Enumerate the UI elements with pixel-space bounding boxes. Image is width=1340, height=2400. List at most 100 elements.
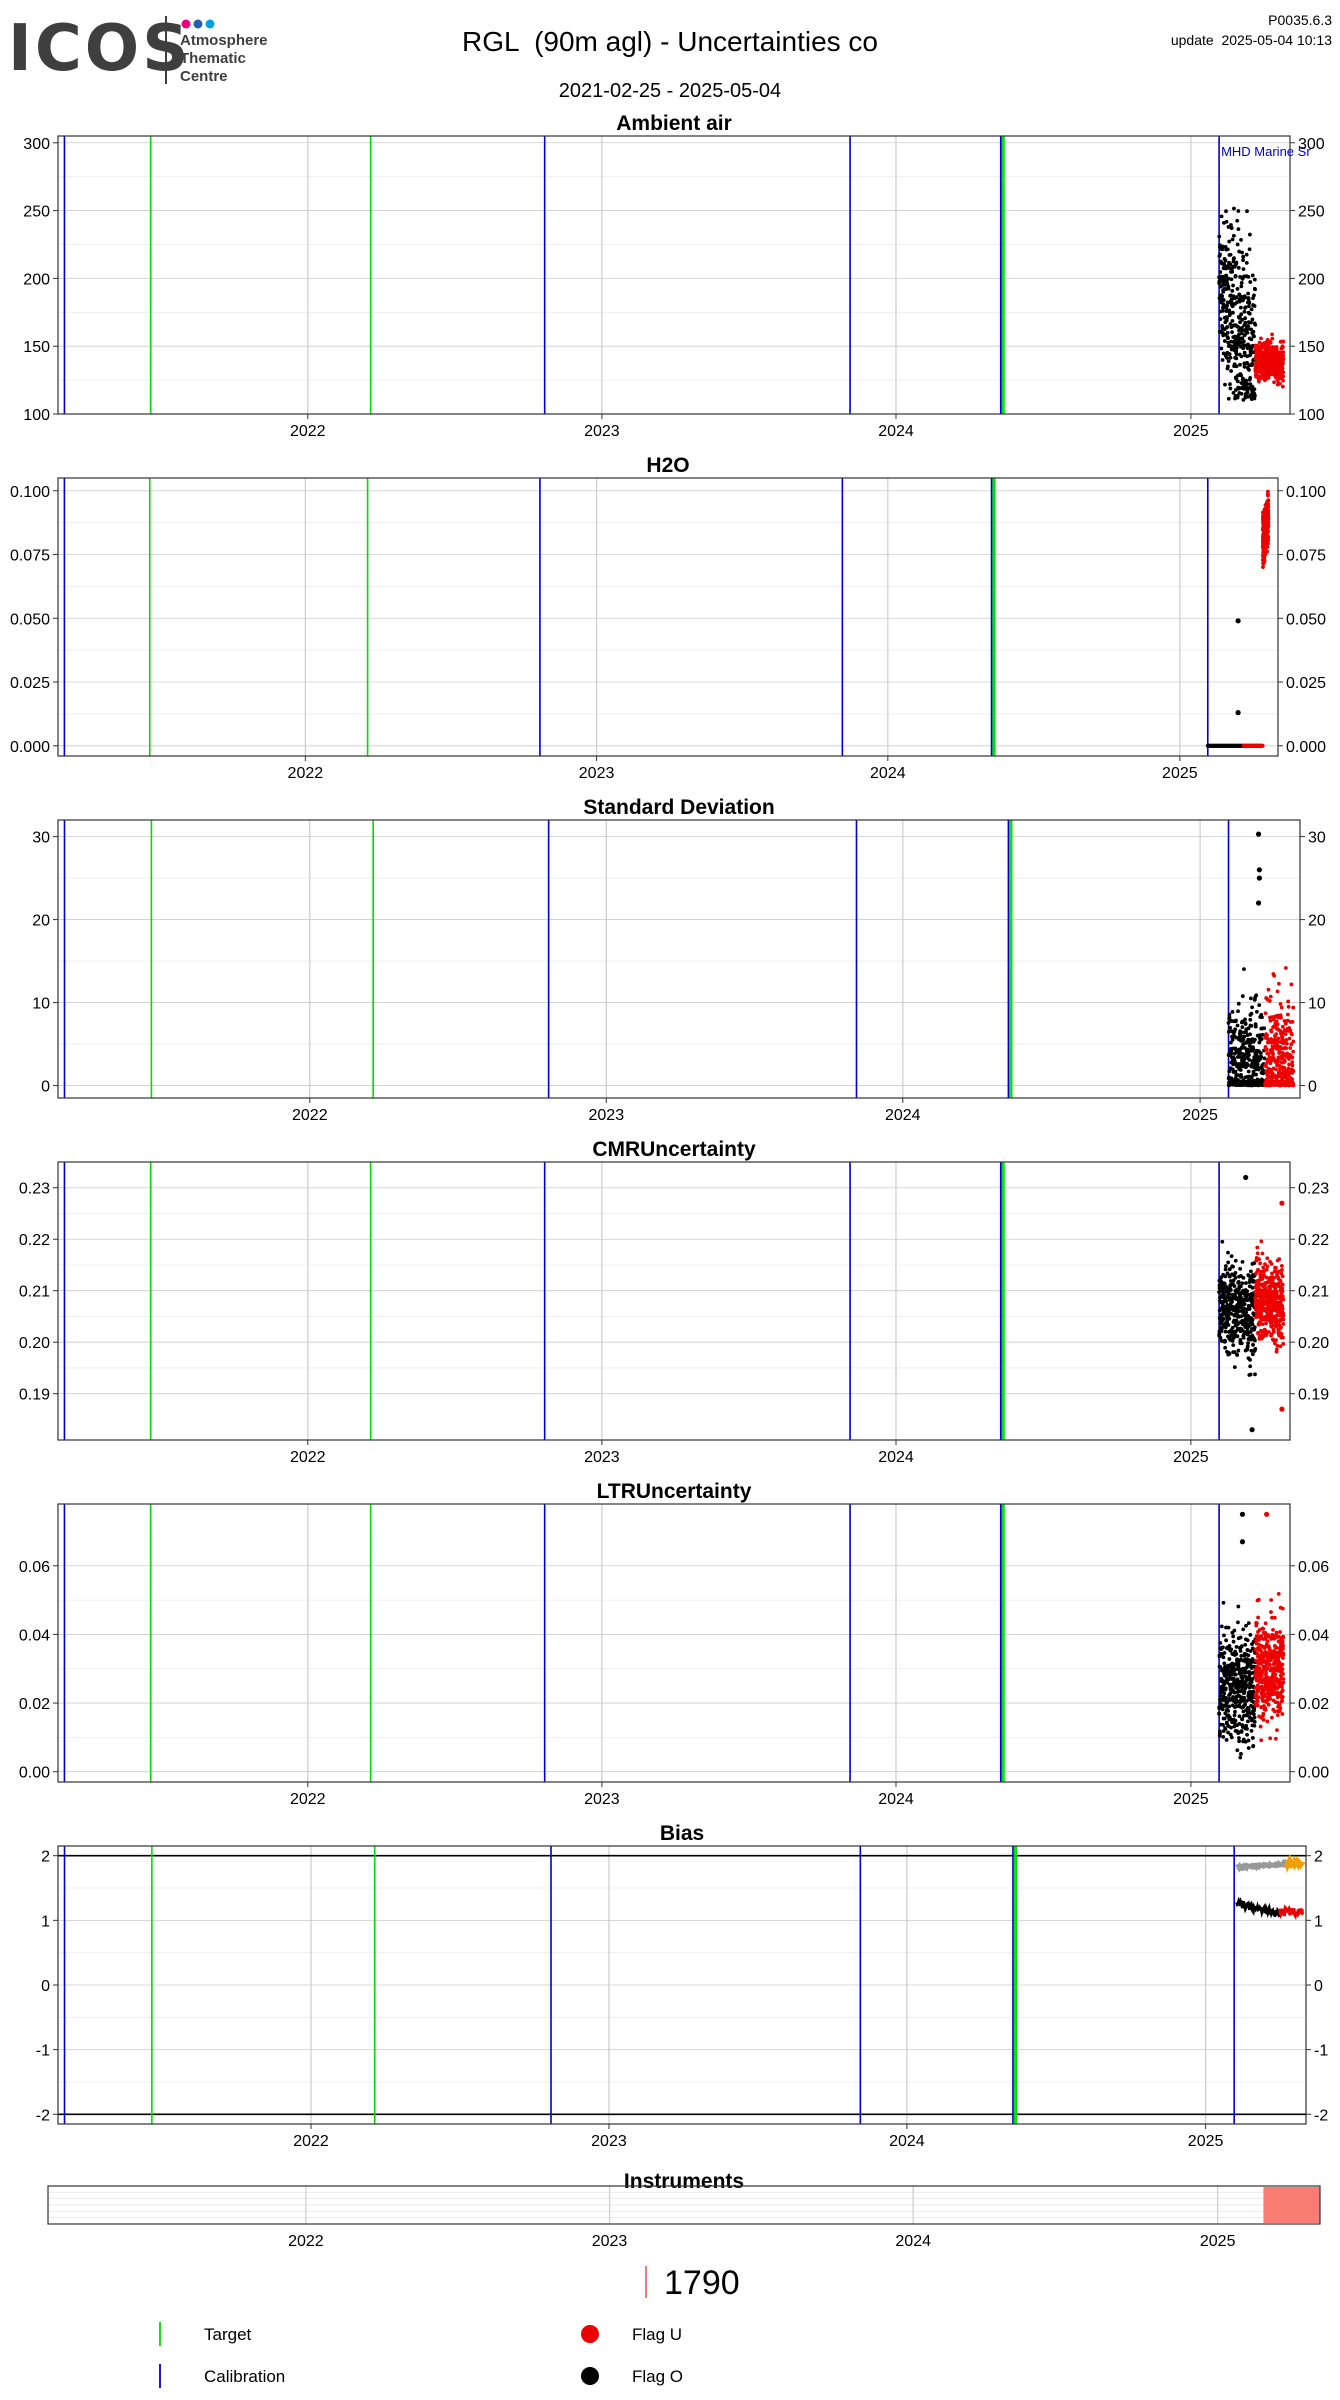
data-point <box>1223 258 1228 263</box>
data-point <box>1246 1746 1251 1750</box>
data-point <box>1227 1291 1231 1296</box>
legend-flag-u-swatch <box>581 2325 599 2343</box>
data-point <box>1236 1009 1240 1014</box>
data-point <box>1231 1695 1235 1699</box>
data-point <box>1229 1725 1233 1730</box>
data-point <box>1231 1062 1236 1067</box>
data-point <box>1247 1057 1252 1062</box>
data-point <box>1286 1066 1291 1071</box>
logo-line-3: Centre <box>180 68 228 85</box>
data-point <box>1234 1667 1239 1672</box>
data-point <box>1270 336 1275 341</box>
data-point <box>1253 393 1257 398</box>
data-point <box>1243 1686 1248 1691</box>
data-point <box>1223 1264 1228 1268</box>
data-point <box>1266 508 1271 513</box>
data-point <box>1250 317 1255 322</box>
y-tick-label-left: 0.02 <box>19 1696 50 1713</box>
data-point <box>1236 1280 1241 1284</box>
x-tick-label: 2024 <box>889 2133 925 2150</box>
data-point <box>1243 295 1248 300</box>
data-point <box>1240 1259 1245 1264</box>
data-point <box>1248 1269 1253 1274</box>
data-point <box>1223 1325 1228 1330</box>
data-point <box>1230 1299 1234 1304</box>
data-point <box>1244 1281 1248 1286</box>
data-point <box>1243 1174 1249 1181</box>
data-point <box>1266 520 1271 525</box>
data-point <box>1225 1303 1230 1307</box>
data-point <box>1243 333 1247 337</box>
data-point <box>1244 1723 1249 1728</box>
data-point <box>1227 1643 1232 1648</box>
data-point <box>1288 1046 1293 1050</box>
data-point <box>1249 1011 1254 1016</box>
data-point <box>1233 1258 1238 1263</box>
data-point <box>1265 1719 1270 1724</box>
data-point <box>1231 310 1235 315</box>
data-point <box>1260 1015 1264 1020</box>
data-point <box>1250 1317 1255 1322</box>
x-tick-label: 2022 <box>293 2133 329 2150</box>
data-point <box>1255 1651 1260 1656</box>
data-point <box>1236 1348 1241 1353</box>
data-point <box>1262 558 1267 563</box>
data-point <box>1291 1039 1296 1044</box>
data-point <box>1224 219 1229 224</box>
logo-wordmark: ICOS <box>8 12 192 86</box>
data-point <box>1232 1628 1237 1633</box>
data-point <box>1278 1630 1282 1634</box>
data-point <box>1222 339 1227 343</box>
data-point <box>1274 1032 1279 1037</box>
data-point <box>1244 1699 1249 1703</box>
chart-title: Standard Deviation <box>583 796 774 819</box>
data-point <box>1228 386 1233 391</box>
data-point <box>1235 618 1241 624</box>
data-point <box>1254 993 1259 998</box>
data-point <box>1243 305 1248 310</box>
bias-series-upper-recent <box>1284 1853 1306 1874</box>
data-point <box>1239 391 1244 396</box>
data-point <box>1257 1257 1261 1262</box>
y-tick-label-left: 0.23 <box>19 1181 50 1198</box>
data-point <box>1242 967 1246 972</box>
data-point <box>1231 283 1235 288</box>
data-point <box>1244 1321 1249 1326</box>
data-point <box>1237 1714 1242 1719</box>
chart-title: LTRUncertainty <box>597 1480 752 1503</box>
data-point <box>1248 996 1253 1001</box>
data-point <box>1239 373 1244 378</box>
data-point <box>1218 252 1222 257</box>
data-point <box>1256 1597 1261 1602</box>
data-point <box>1239 281 1244 285</box>
data-point <box>1241 1709 1246 1714</box>
data-point <box>1264 1047 1269 1052</box>
data-point <box>1254 1072 1258 1077</box>
data-point <box>1281 374 1286 379</box>
data-point <box>1280 1698 1285 1703</box>
data-point <box>1249 1729 1254 1733</box>
data-point <box>1275 1343 1280 1348</box>
logo-subtitle: Atmosphere Thematic Centre <box>180 32 268 86</box>
data-point <box>1273 1341 1277 1346</box>
data-point <box>1279 1263 1284 1268</box>
data-point <box>1245 1638 1250 1643</box>
data-point <box>1249 1023 1254 1028</box>
data-point <box>1241 376 1245 381</box>
data-point <box>1260 1251 1265 1256</box>
data-point <box>1224 1638 1228 1643</box>
data-point <box>1225 325 1230 329</box>
data-point <box>1261 1265 1266 1270</box>
data-point <box>1281 1317 1286 1322</box>
data-point <box>1227 1352 1232 1356</box>
data-point <box>1266 1675 1270 1680</box>
data-point <box>1239 1301 1244 1306</box>
data-point <box>1248 280 1253 284</box>
data-point <box>1245 330 1250 335</box>
y-tick-label-left: 0.06 <box>19 1559 50 1576</box>
data-point <box>1237 1721 1242 1726</box>
data-point <box>1261 1711 1266 1716</box>
x-tick-label: 2023 <box>584 1449 620 1466</box>
y-tick-label-right: -2 <box>1314 2107 1328 2124</box>
data-point <box>1236 1604 1241 1609</box>
